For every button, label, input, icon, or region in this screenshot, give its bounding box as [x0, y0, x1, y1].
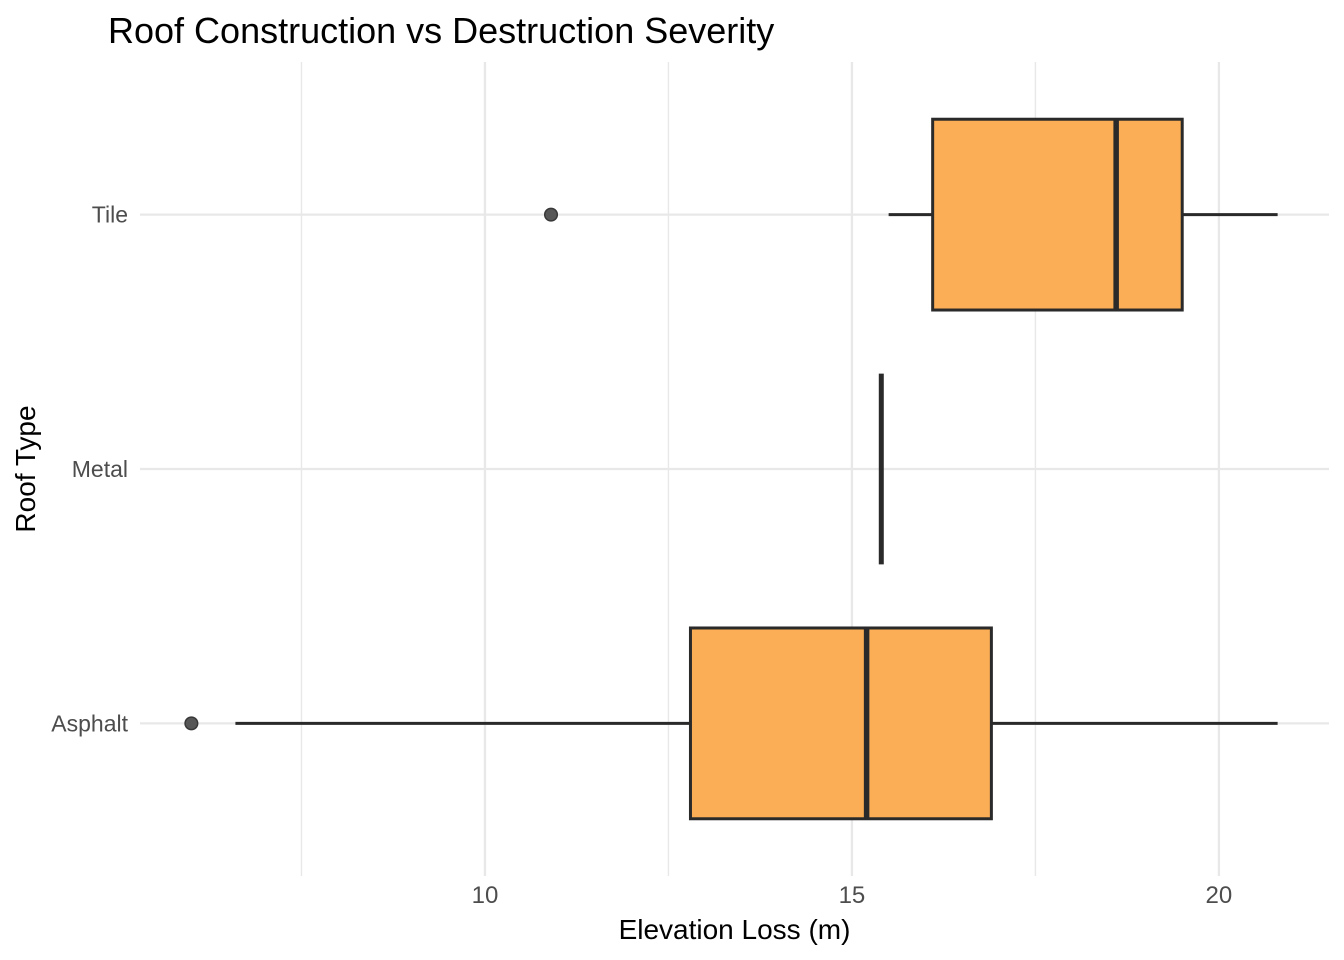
- outlier-point: [543, 207, 559, 222]
- y-tick-label: Metal: [72, 456, 128, 482]
- y-tick-label: Asphalt: [51, 710, 128, 736]
- y-tick-label: Tile: [92, 202, 128, 228]
- outlier-point: [184, 716, 199, 731]
- x-tick-label: 20: [1206, 882, 1233, 909]
- box-iqr: [931, 117, 1184, 312]
- x-tick-label: 15: [839, 882, 866, 909]
- chart-title: Roof Construction vs Destruction Severit…: [108, 10, 775, 51]
- box-iqr: [688, 626, 993, 821]
- x-axis-title: Elevation Loss (m): [618, 914, 851, 945]
- x-tick-label: 10: [472, 882, 499, 909]
